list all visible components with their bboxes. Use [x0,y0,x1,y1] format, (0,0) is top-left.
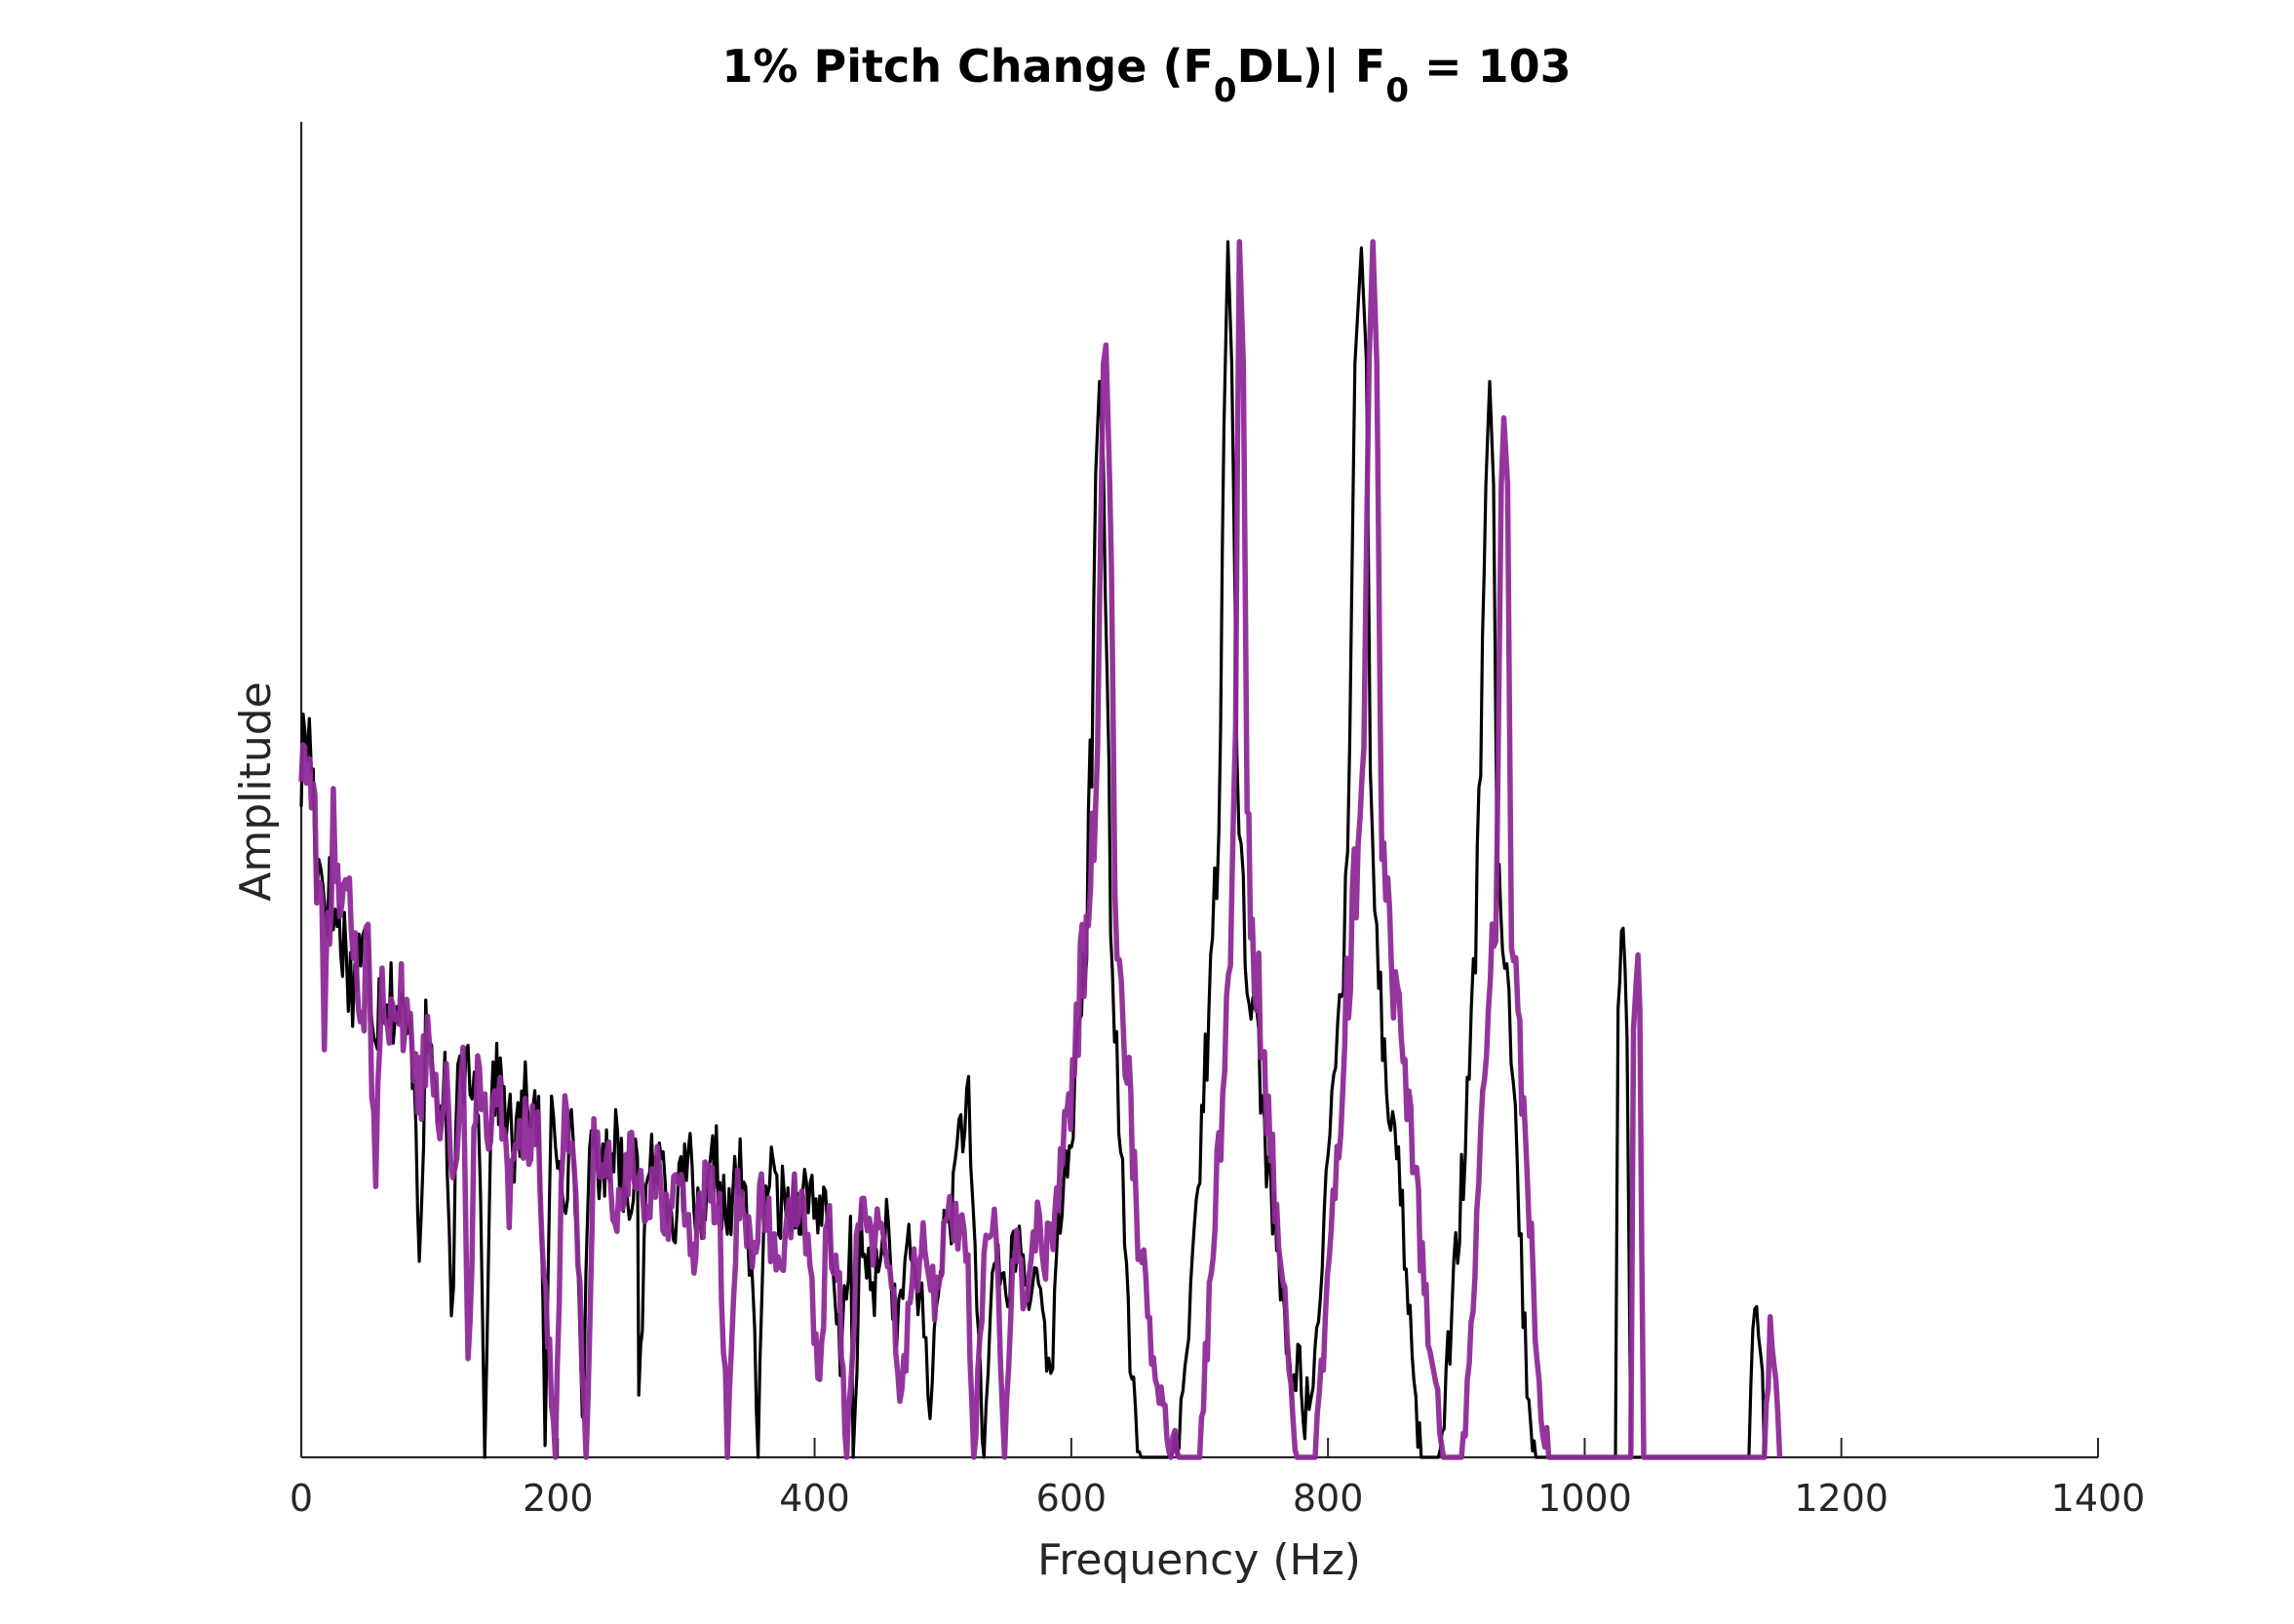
chart-title-part1: 1% Pitch Change (F [721,40,1214,93]
chart-title-part3: = 103 [1409,40,1572,93]
x-tick-label: 1000 [1537,1477,1632,1520]
x-tick-label: 600 [1036,1477,1108,1520]
x-tick-label: 1200 [1794,1477,1888,1520]
x-tick-label: 800 [1293,1477,1364,1520]
chart-title-sub2: 0 [1385,71,1409,110]
chart-title-sub1: 0 [1214,71,1237,110]
x-ticks: 0 200 400 600 800 1000 1200 1400 [290,1438,2145,1520]
series-line-purple [298,239,1783,1460]
x-axis-label: Frequency (Hz) [1037,1535,1361,1585]
series-line-black [299,240,1767,1459]
x-tick-label: 200 [523,1477,594,1520]
series-layer [298,239,1783,1460]
x-tick-label: 1400 [2051,1477,2146,1520]
axes [299,122,2098,1459]
x-tick-label: 0 [290,1477,313,1520]
y-axis-label: Amplitude [231,681,281,901]
x-tick-label: 400 [779,1477,850,1520]
chart-title: 1% Pitch Change (F0DL)| F0 = 103 [721,40,1571,110]
chart-title-part2: DL)| F [1237,40,1386,94]
